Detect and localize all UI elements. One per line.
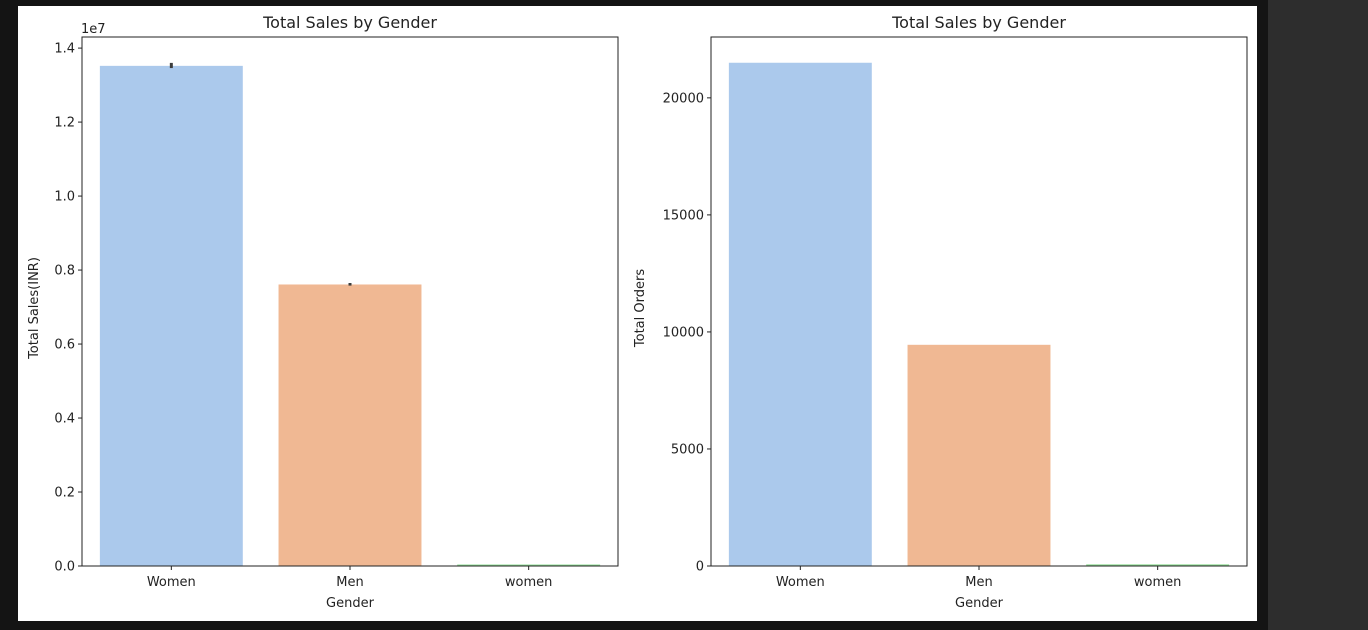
y-tick-label: 10000 bbox=[663, 325, 704, 340]
axes-frame bbox=[710, 36, 1248, 567]
axes-frame bbox=[81, 36, 619, 567]
x-tick-label: Men bbox=[965, 575, 992, 590]
y-tick-label: 0.2 bbox=[54, 486, 75, 501]
bar bbox=[728, 62, 872, 566]
y-tick-label: 20000 bbox=[663, 91, 704, 106]
x-tick-label: Men bbox=[336, 575, 363, 590]
plot-area: Women Men women 0 5000 10000 15000 20000 bbox=[663, 36, 1248, 590]
y-tick-label: 1.4 bbox=[54, 42, 75, 57]
x-axis-label: Gender bbox=[326, 596, 375, 611]
x-axis-label: Gender bbox=[955, 596, 1004, 611]
x-tick-label: Women bbox=[147, 575, 196, 590]
chart-title: Total Sales by Gender bbox=[891, 13, 1066, 32]
bar bbox=[907, 344, 1051, 566]
y-axis-label: Total Sales(INR) bbox=[27, 257, 42, 360]
x-tick-label: Women bbox=[776, 575, 825, 590]
bar bbox=[99, 65, 243, 566]
y-tick-label: 1.2 bbox=[54, 116, 75, 131]
y-tick-label: 0.4 bbox=[54, 412, 75, 427]
chart-right: Total Sales by Gender Total Orders Gende… bbox=[633, 13, 1248, 611]
x-tick-label: women bbox=[505, 575, 553, 590]
chart-title: Total Sales by Gender bbox=[262, 13, 437, 32]
y-tick-label: 0.8 bbox=[54, 264, 75, 279]
chart-left: Total Sales by Gender 1e7 Total Sales(IN… bbox=[27, 13, 619, 611]
bar bbox=[278, 284, 422, 566]
y-tick-label: 0.0 bbox=[54, 560, 75, 575]
y-axis-label: Total Orders bbox=[633, 269, 648, 348]
y-tick-label: 0.6 bbox=[54, 338, 75, 353]
bar bbox=[1086, 564, 1230, 566]
y-tick-label: 15000 bbox=[663, 208, 704, 223]
plot-area: Women Men women 0.0 0.2 0.4 0.6 0.8 1.0 1.2 1.4 bbox=[54, 36, 619, 590]
x-tick-label: women bbox=[1134, 575, 1182, 590]
y-tick-label: 1.0 bbox=[54, 190, 75, 205]
side-panel bbox=[1268, 0, 1368, 630]
figure: Total Sales by Gender 1e7 Total Sales(IN… bbox=[18, 6, 1257, 621]
figure-canvas: Total Sales by Gender 1e7 Total Sales(IN… bbox=[27, 13, 1248, 611]
y-offset-label: 1e7 bbox=[81, 22, 106, 37]
y-tick-label: 5000 bbox=[671, 442, 704, 457]
bar bbox=[457, 564, 601, 566]
y-tick-label: 0 bbox=[696, 560, 704, 575]
